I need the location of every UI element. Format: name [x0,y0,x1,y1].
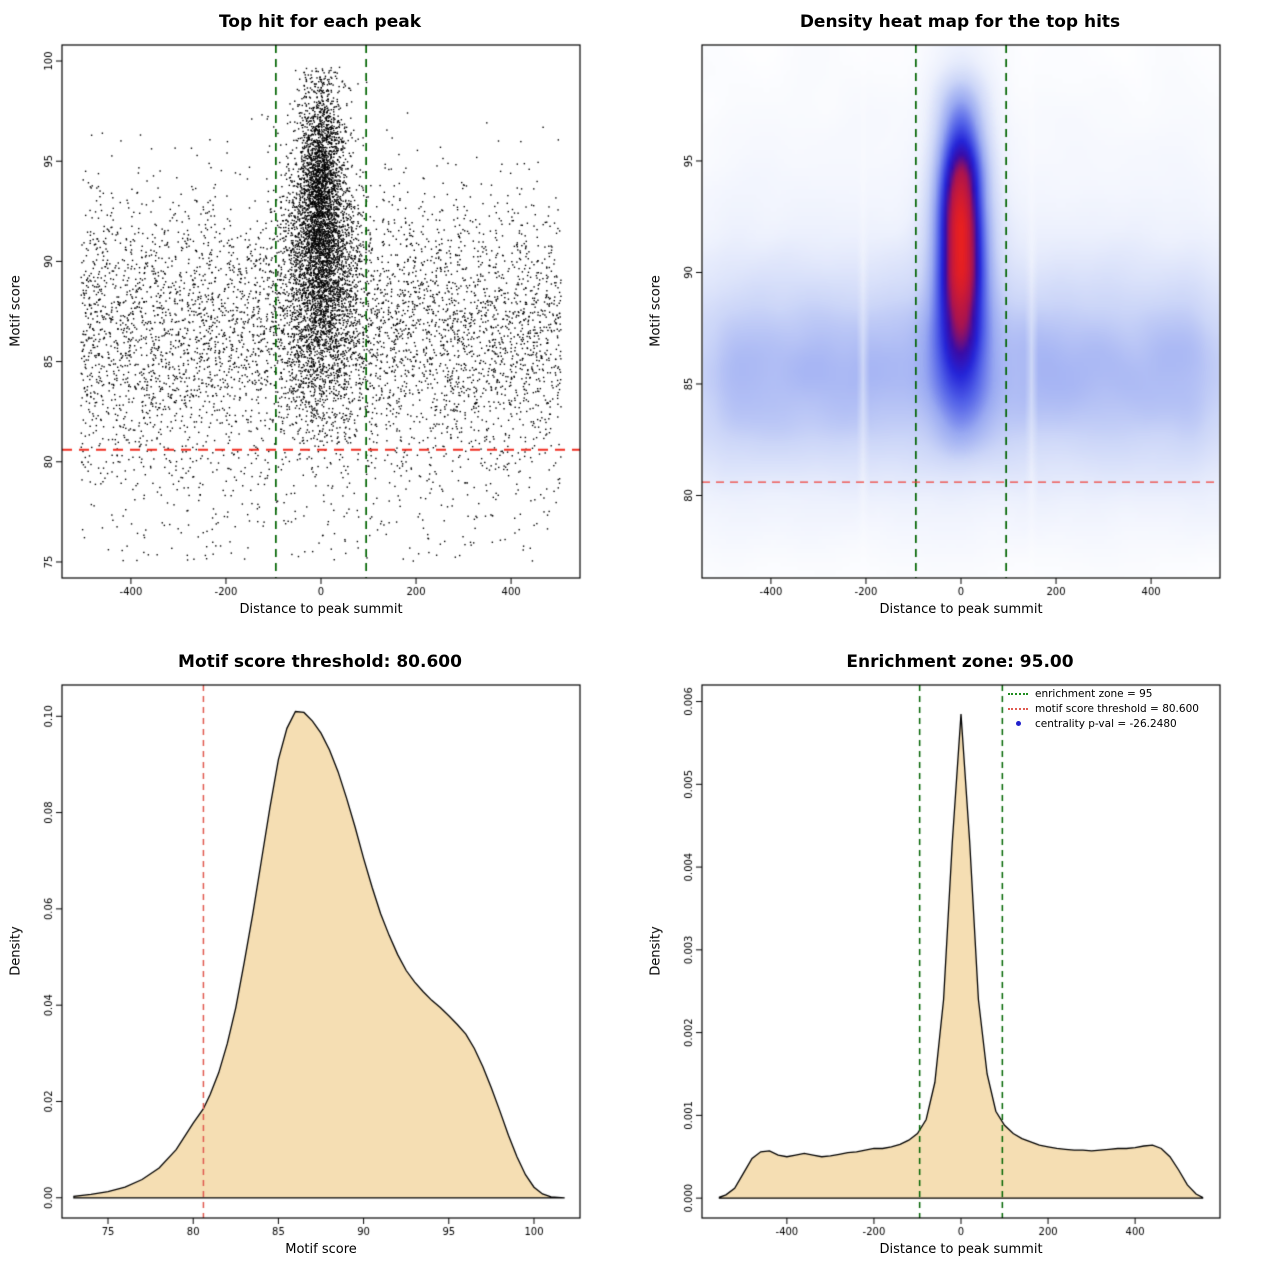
panel-top-hit-scatter: Top hit for each peak Distance to peak s… [0,0,640,640]
legend-label: motif score threshold = 80.600 [1035,702,1199,715]
legend: enrichment zone = 95 motif score thresho… [1008,686,1216,731]
y-axis-label: Density [8,926,24,976]
heatmap-canvas [640,0,1280,640]
distance-density-canvas [640,640,1280,1280]
legend-item-enrichment-zone: enrichment zone = 95 [1008,686,1216,701]
y-axis-label: Motif score [8,275,24,347]
legend-label: enrichment zone = 95 [1035,687,1153,700]
legend-label: centrality p-val = -26.2480 [1035,717,1177,730]
panel-distance-density: Enrichment zone: 95.00 Distance to peak … [640,640,1280,1280]
x-axis-label: Distance to peak summit [239,602,403,617]
panel-score-density: Motif score threshold: 80.600 Motif scor… [0,640,640,1280]
legend-item-centrality-pval: centrality p-val = -26.2480 [1008,716,1216,731]
legend-item-score-threshold: motif score threshold = 80.600 [1008,701,1216,716]
x-axis-label: Distance to peak summit [879,1242,1043,1257]
panel-density-heatmap: Density heat map for the top hits Distan… [640,0,1280,640]
x-axis-label: Motif score [285,1242,357,1257]
dotted-line-icon [1008,692,1028,695]
y-axis-label: Density [648,926,664,976]
scatter-canvas [0,0,640,640]
dotted-line-icon [1008,707,1028,710]
score-density-canvas [0,640,640,1280]
x-axis-label: Distance to peak summit [879,602,1043,617]
point-icon [1015,721,1021,726]
y-axis-label: Motif score [648,275,664,347]
